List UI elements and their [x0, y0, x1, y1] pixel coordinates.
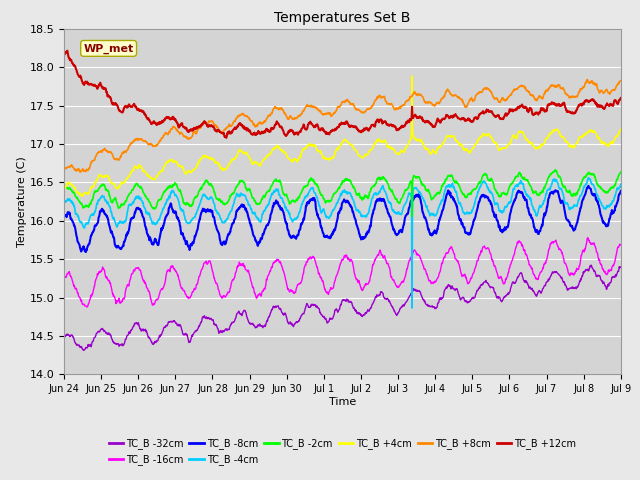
TC_B -8cm: [585, 183, 593, 189]
TC_B -2cm: [552, 167, 559, 173]
TC_B -4cm: [377, 186, 385, 192]
TC_B -16cm: [378, 251, 385, 256]
TC_B +8cm: [104, 149, 111, 155]
TC_B -32cm: [79, 348, 87, 353]
TC_B -32cm: [60, 334, 68, 339]
TC_B -2cm: [318, 192, 326, 198]
TC_B +8cm: [378, 95, 385, 101]
TC_B +8cm: [76, 169, 84, 175]
TC_B +8cm: [297, 112, 305, 118]
TC_B +12cm: [104, 94, 111, 99]
TC_B -32cm: [617, 264, 625, 270]
TC_B +8cm: [318, 111, 326, 117]
Line: TC_B -4cm: TC_B -4cm: [64, 178, 621, 308]
TC_B +12cm: [378, 118, 385, 124]
TC_B +12cm: [308, 122, 316, 128]
TC_B -2cm: [60, 185, 68, 191]
TC_B +12cm: [223, 135, 230, 141]
TC_B -8cm: [60, 214, 68, 219]
TC_B -8cm: [378, 198, 385, 204]
TC_B -16cm: [617, 242, 625, 248]
TC_B +8cm: [60, 166, 68, 172]
TC_B -2cm: [296, 192, 304, 197]
TC_B -16cm: [126, 277, 134, 283]
TC_B +4cm: [408, 73, 416, 79]
TC_B -16cm: [104, 276, 111, 282]
TC_B -32cm: [318, 312, 326, 318]
Line: TC_B -2cm: TC_B -2cm: [64, 170, 621, 216]
Line: TC_B -32cm: TC_B -32cm: [64, 265, 621, 350]
TC_B -8cm: [617, 188, 625, 194]
TC_B -4cm: [296, 207, 304, 213]
TC_B +12cm: [297, 128, 305, 133]
TC_B -2cm: [617, 169, 625, 175]
TC_B -4cm: [60, 199, 68, 204]
TC_B -2cm: [103, 188, 111, 193]
TC_B -32cm: [378, 289, 385, 295]
TC_B -16cm: [297, 280, 305, 286]
TC_B +4cm: [297, 154, 305, 160]
Line: TC_B -8cm: TC_B -8cm: [64, 186, 621, 252]
TC_B -32cm: [104, 331, 111, 337]
Legend: TC_B -32cm, TC_B -16cm, TC_B -8cm, TC_B -4cm, TC_B -2cm, TC_B +4cm, TC_B +8cm, T: TC_B -32cm, TC_B -16cm, TC_B -8cm, TC_B …: [104, 434, 580, 469]
TC_B +4cm: [79, 193, 87, 199]
TC_B -32cm: [308, 302, 316, 308]
TC_B -16cm: [84, 304, 92, 310]
TC_B +8cm: [308, 104, 316, 110]
TC_B -8cm: [318, 228, 326, 233]
TC_B -8cm: [297, 224, 305, 230]
TC_B +8cm: [584, 77, 591, 83]
TC_B -16cm: [584, 235, 592, 241]
TC_B -32cm: [297, 314, 305, 320]
TC_B -2cm: [377, 175, 385, 180]
TC_B +8cm: [617, 78, 625, 84]
Y-axis label: Temperature (C): Temperature (C): [17, 156, 27, 247]
TC_B +12cm: [617, 95, 625, 101]
TC_B -4cm: [308, 185, 316, 191]
TC_B -4cm: [126, 203, 134, 208]
TC_B -32cm: [588, 262, 595, 268]
TC_B +12cm: [63, 48, 71, 54]
Title: Temperatures Set B: Temperatures Set B: [274, 11, 411, 25]
TC_B -2cm: [308, 177, 316, 182]
TC_B +4cm: [126, 171, 134, 177]
TC_B -16cm: [318, 278, 326, 284]
TC_B +4cm: [60, 185, 68, 191]
TC_B +4cm: [308, 144, 316, 149]
Line: TC_B +12cm: TC_B +12cm: [64, 51, 621, 138]
TC_B +8cm: [126, 142, 134, 148]
TC_B +4cm: [617, 126, 625, 132]
TC_B +4cm: [318, 152, 326, 158]
TC_B +12cm: [60, 50, 68, 56]
TC_B -16cm: [60, 274, 68, 280]
TC_B -4cm: [617, 181, 625, 187]
TC_B -8cm: [126, 219, 134, 225]
TC_B -4cm: [408, 305, 416, 311]
Line: TC_B +4cm: TC_B +4cm: [64, 76, 621, 196]
Line: TC_B +8cm: TC_B +8cm: [64, 80, 621, 172]
TC_B +12cm: [126, 103, 134, 108]
TC_B +4cm: [104, 173, 111, 179]
TC_B -32cm: [126, 330, 134, 336]
TC_B -8cm: [104, 215, 111, 220]
TC_B -4cm: [103, 201, 111, 206]
TC_B -8cm: [82, 249, 90, 255]
TC_B -2cm: [126, 191, 134, 196]
TC_B -2cm: [408, 213, 416, 219]
TC_B +12cm: [319, 127, 326, 132]
X-axis label: Time: Time: [329, 397, 356, 407]
TC_B -16cm: [308, 254, 316, 260]
Text: WP_met: WP_met: [83, 43, 134, 54]
TC_B -8cm: [308, 197, 316, 203]
TC_B -4cm: [585, 175, 593, 181]
TC_B -4cm: [318, 210, 326, 216]
Line: TC_B -16cm: TC_B -16cm: [64, 238, 621, 307]
TC_B +4cm: [378, 139, 385, 144]
